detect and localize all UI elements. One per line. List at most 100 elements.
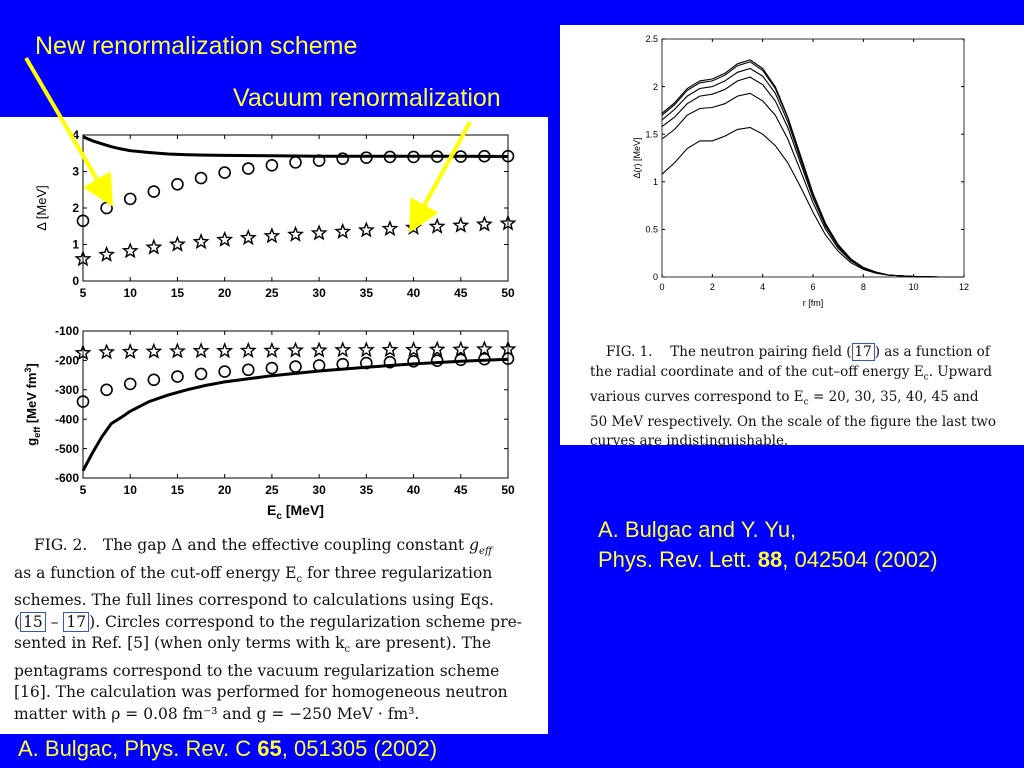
pairing-y-tick-label: 2.5 — [645, 34, 658, 44]
geff-y-tick-label: -400 — [55, 412, 79, 426]
gap-circle-point — [336, 152, 350, 166]
geff-y-tick-label: -500 — [55, 442, 79, 456]
gap-x-tick-label: 10 — [124, 286, 138, 300]
gap-circle-point — [430, 150, 444, 163]
pairing-y-tick-label: 1.5 — [645, 129, 658, 139]
pairing-x-tick-label: 12 — [959, 282, 969, 292]
geff-circle-point — [194, 367, 208, 381]
fig2-caption: FIG. 2. The gap Δ and the effective coup… — [14, 536, 523, 723]
geff-star-point — [499, 340, 517, 357]
gap-circle-point — [123, 192, 137, 206]
gap-star-point — [263, 227, 281, 244]
gap-circle-point — [241, 162, 255, 175]
pairing-x-tick-label: 10 — [909, 282, 919, 292]
geff-x-tick-label: 15 — [171, 483, 185, 497]
geff-star-point — [381, 340, 399, 358]
eq-ref-17[interactable]: 17 — [63, 611, 90, 632]
gap-x-tick-label: 20 — [218, 286, 232, 300]
geff-star-point — [310, 341, 328, 358]
gap-circle-point — [194, 171, 208, 185]
geff-star-point — [452, 340, 470, 357]
geff-x-tick-label: 40 — [407, 483, 421, 497]
gap-y-tick-label: 1 — [72, 238, 79, 252]
gap-x-tick-label: 5 — [80, 286, 87, 300]
gap-y-axis-label: Δ [MeV] — [34, 185, 49, 231]
geff-x-tick-label: 5 — [80, 483, 87, 497]
pairing-y-tick-label: 1 — [653, 177, 658, 187]
gap-circle-point — [501, 149, 515, 163]
geff-circle-point — [454, 353, 468, 367]
gap-y-tick-label: 0 — [72, 274, 79, 288]
gap-star-point — [286, 225, 305, 242]
geff-circle-point — [147, 373, 161, 387]
gap-star-point — [452, 216, 470, 233]
gap-circle-point — [383, 150, 397, 164]
geff-star-point — [263, 341, 281, 359]
gap-x-tick-label: 45 — [454, 286, 468, 300]
geff-x-axis-label: Ec [MeV] — [267, 502, 324, 522]
geff-circle-point — [76, 395, 90, 408]
gap-star-point — [381, 219, 399, 237]
new-scheme-arrow — [24, 56, 114, 207]
geff-star-point — [216, 342, 234, 359]
geff-circle-point — [336, 357, 350, 371]
geff-circle-point — [501, 352, 515, 365]
geff-star-point — [145, 342, 163, 359]
geff-circle-point — [100, 383, 113, 397]
reference-right-line1: A. Bulgac and Y. Yu, — [598, 517, 797, 542]
geff-star-point — [121, 342, 139, 360]
geff-star-point — [428, 340, 446, 357]
gap-star-point — [475, 215, 493, 232]
geff-star-point — [357, 341, 375, 358]
gap-x-tick-label: 50 — [501, 286, 515, 300]
gap-star-point — [192, 232, 210, 250]
geff-star-point — [286, 341, 305, 358]
gap-star-point — [357, 221, 375, 238]
gap-star-point — [499, 214, 517, 231]
reference-right-line2: Phys. Rev. Lett. 88, 042504 (2002) — [598, 547, 938, 572]
gap-circle-point — [478, 149, 491, 163]
geff-star-point — [475, 340, 493, 357]
gap-circle-point — [147, 185, 161, 198]
pairing-y-tick-label: 0 — [653, 272, 658, 282]
geff-x-tick-label: 20 — [218, 483, 232, 497]
gap-star-point — [239, 228, 257, 246]
pairing-y-tick-label: 0.5 — [645, 225, 658, 235]
gap-star-point — [168, 235, 186, 252]
gap-circle-point — [289, 156, 302, 169]
gap-y-tick-label: 2 — [72, 201, 79, 215]
geff-x-tick-label: 50 — [501, 483, 515, 497]
geff-circle-point — [430, 354, 444, 367]
geff-circle-point — [407, 354, 420, 368]
geff-x-tick-label: 30 — [312, 483, 326, 497]
geff-star-point — [239, 341, 257, 359]
eq-ref-15[interactable]: 15 — [20, 611, 46, 632]
geff-x-tick-label: 10 — [124, 483, 138, 497]
geff-plot-frame — [82, 330, 509, 479]
geff-circle-point — [383, 355, 397, 369]
pairing-x-tick-label: 6 — [810, 282, 815, 292]
gap-series-line-1 — [82, 135, 509, 158]
geff-circle-point — [265, 361, 279, 375]
gap-star-point — [310, 224, 328, 241]
geff-circle-point — [360, 356, 373, 370]
gap-x-tick-label: 25 — [265, 286, 279, 300]
geff-circle-point — [289, 360, 302, 373]
geff-y-tick-label: -300 — [55, 383, 79, 397]
geff-x-tick-label: 35 — [360, 483, 374, 497]
gap-x-tick-label: 40 — [407, 286, 421, 300]
geff-circle-point — [478, 352, 491, 366]
geff-star-point — [74, 344, 92, 361]
gap-x-tick-label: 35 — [360, 286, 374, 300]
geff-circle-point — [312, 359, 326, 372]
gap-y-tick-label: 4 — [72, 128, 79, 142]
gap-circle-point — [265, 158, 279, 172]
gap-star-point — [145, 238, 163, 255]
geff-star-point — [98, 343, 116, 360]
gap-circle-point — [407, 150, 420, 164]
eq-ref-17-fig1[interactable]: 17 — [851, 343, 875, 361]
gap-star-point — [74, 250, 92, 267]
geff-circle-point — [171, 370, 184, 383]
gap-x-tick-label: 15 — [171, 286, 185, 300]
